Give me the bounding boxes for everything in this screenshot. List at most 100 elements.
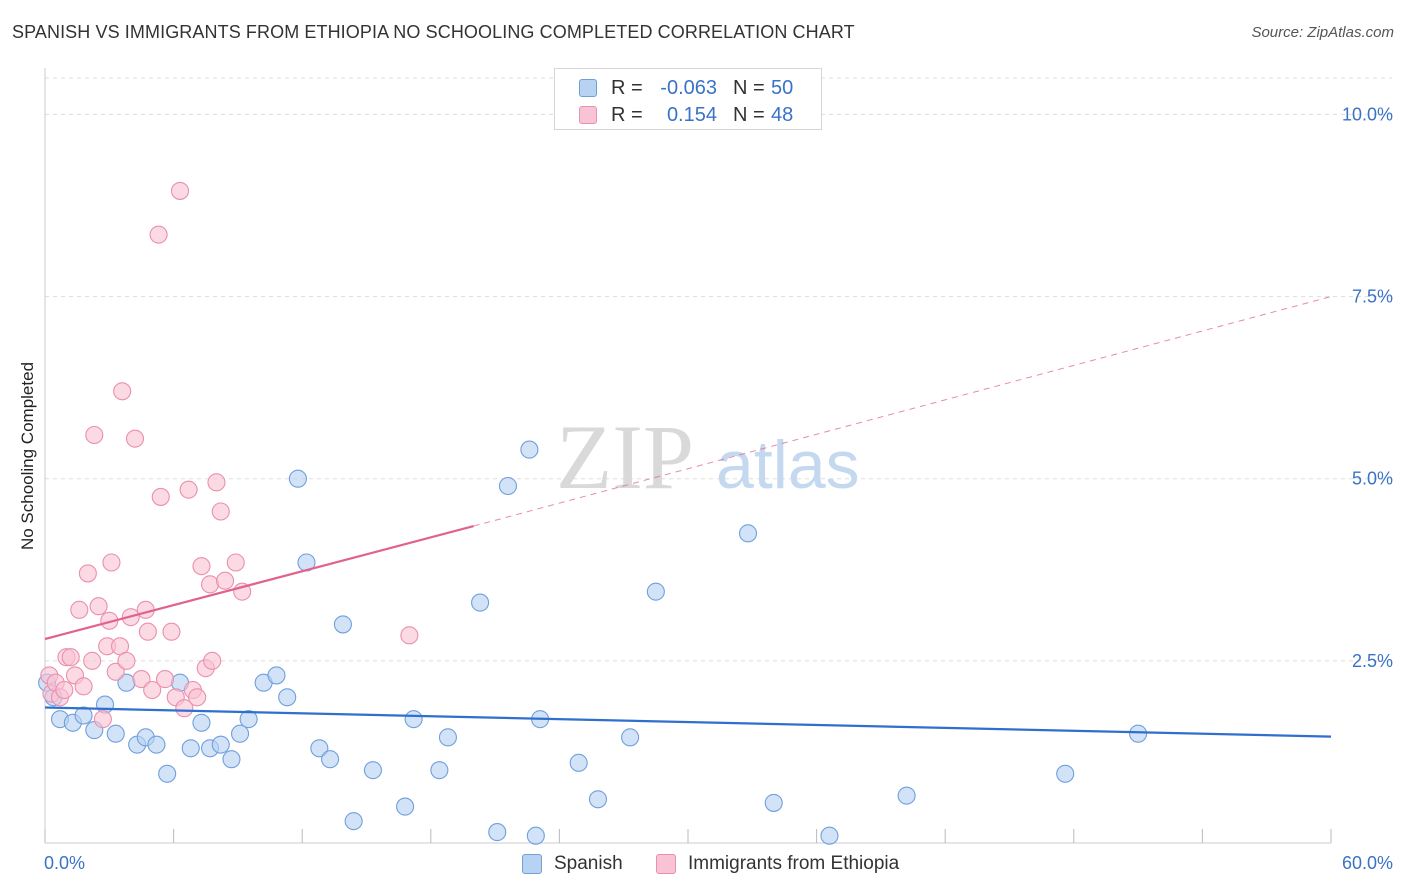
- spanish-point: [1056, 764, 1075, 783]
- spanish-point: [310, 739, 329, 758]
- legend-row-spanish: R = -0.063 N = 50: [555, 75, 821, 101]
- ethiopia-point: [85, 425, 104, 445]
- trend-lines: [44, 296, 1332, 738]
- tick-labels: 2.5% 5.0% 7.5% 10.0% 0.0% 60.0%: [44, 104, 1393, 873]
- spanish-point: [396, 797, 415, 816]
- spanish-point: [621, 728, 640, 747]
- spanish-point: [498, 476, 518, 496]
- legend-r-value: -0.063: [660, 77, 717, 99]
- spanish-point: [211, 735, 230, 754]
- ethiopia-point: [89, 597, 108, 616]
- gridlines: [45, 77, 1392, 662]
- spanish-point: [488, 823, 507, 842]
- legend-swatch-spanish: [579, 79, 597, 97]
- legend-swatch-ethiopia: [579, 106, 597, 124]
- ethiopia-point: [400, 626, 419, 645]
- series-legend-spanish: Spanish: [522, 851, 642, 877]
- watermark: ZIP atlas: [556, 406, 860, 508]
- y-tick-label: 10.0%: [1342, 104, 1393, 124]
- ethiopia-point: [200, 575, 220, 594]
- x-tick-label-max: 60.0%: [1342, 853, 1393, 873]
- series-label-spanish: Spanish: [554, 853, 623, 874]
- legend-r-label: R =: [611, 104, 643, 126]
- chart-title: SPANISH VS IMMIGRANTS FROM ETHIOPIA NO S…: [12, 22, 855, 42]
- spanish-point: [106, 724, 125, 743]
- spanish-point: [288, 469, 307, 488]
- spanish-point: [646, 582, 665, 601]
- ethiopia-point: [215, 571, 235, 590]
- ethiopia-trend-line: [44, 525, 474, 641]
- watermark-atlas: atlas: [716, 427, 860, 503]
- spanish-point: [430, 761, 449, 780]
- spanish-point: [569, 753, 588, 772]
- ethiopia-point: [188, 688, 207, 707]
- ethiopia-point: [151, 487, 170, 506]
- ethiopia-point: [192, 557, 211, 576]
- ethiopia-trend-extension: [473, 296, 1332, 527]
- ethiopia-point: [207, 473, 226, 492]
- spanish-trend-line: [44, 706, 1332, 738]
- spanish-point: [363, 761, 382, 780]
- ethiopia-point: [55, 680, 74, 700]
- ethiopia-point: [132, 670, 151, 689]
- legend-r-value: 0.154: [666, 104, 717, 126]
- ethiopia-point: [143, 680, 162, 700]
- legend-n-label: N =: [733, 77, 765, 99]
- legend-n-value: 48: [771, 104, 794, 126]
- x-tick-label-min: 0.0%: [44, 853, 85, 873]
- ethiopia-point: [226, 553, 245, 572]
- ethiopia-point: [74, 677, 93, 696]
- spanish-point: [520, 440, 539, 459]
- ethiopia-point: [138, 622, 157, 641]
- spanish-point: [158, 764, 177, 783]
- ethiopia-point: [78, 564, 97, 583]
- axes: [44, 68, 1332, 844]
- ethiopia-point: [175, 699, 194, 718]
- spanish-point: [230, 724, 250, 743]
- series-label-ethiopia: Immigrants from Ethiopia: [688, 853, 900, 874]
- spanish-point: [344, 812, 363, 831]
- ethiopia-point: [211, 502, 230, 521]
- spanish-point: [471, 593, 490, 612]
- correlation-legend: R = -0.063 N = 50 R = 0.154 N = 48: [554, 68, 822, 130]
- spanish-point: [147, 735, 166, 754]
- spanish-point: [321, 750, 340, 769]
- y-tick-label: 2.5%: [1352, 651, 1393, 671]
- legend-n-label: N =: [733, 104, 765, 126]
- y-tick-label: 5.0%: [1352, 469, 1393, 489]
- ethiopia-point: [106, 662, 125, 681]
- y-tick-label: 7.5%: [1352, 287, 1393, 307]
- ethiopia-point: [162, 622, 181, 641]
- spanish-point: [820, 826, 839, 845]
- spanish-point: [438, 728, 457, 747]
- spanish-point: [181, 739, 200, 758]
- spanish-point: [738, 524, 758, 543]
- spanish-point: [764, 793, 783, 812]
- spanish-point: [1129, 724, 1148, 743]
- series-swatch-ethiopia: [656, 854, 676, 874]
- data-points: [38, 181, 1148, 845]
- ethiopia-point: [149, 225, 168, 244]
- legend-row-ethiopia: R = 0.154 N = 48: [555, 102, 821, 128]
- legend-r-label: R =: [611, 77, 643, 99]
- ethiopia-point: [102, 553, 121, 572]
- ethiopia-point: [61, 648, 80, 667]
- spanish-point: [239, 710, 258, 729]
- ethiopia-point: [113, 382, 132, 401]
- watermark-zip: ZIP: [556, 406, 694, 508]
- ethiopia-point: [155, 670, 175, 689]
- spanish-point: [74, 706, 93, 725]
- ethiopia-point: [70, 600, 89, 619]
- legend-n-value: 50: [771, 77, 794, 99]
- spanish-point: [526, 826, 545, 845]
- ethiopia-point: [179, 480, 198, 499]
- spanish-point: [278, 688, 297, 707]
- spanish-point: [333, 615, 352, 634]
- ethiopia-point: [117, 651, 136, 670]
- spanish-point: [897, 786, 916, 805]
- spanish-point: [222, 750, 241, 769]
- ethiopia-point: [83, 651, 102, 670]
- spanish-point: [404, 710, 423, 729]
- ethiopia-point: [93, 710, 112, 729]
